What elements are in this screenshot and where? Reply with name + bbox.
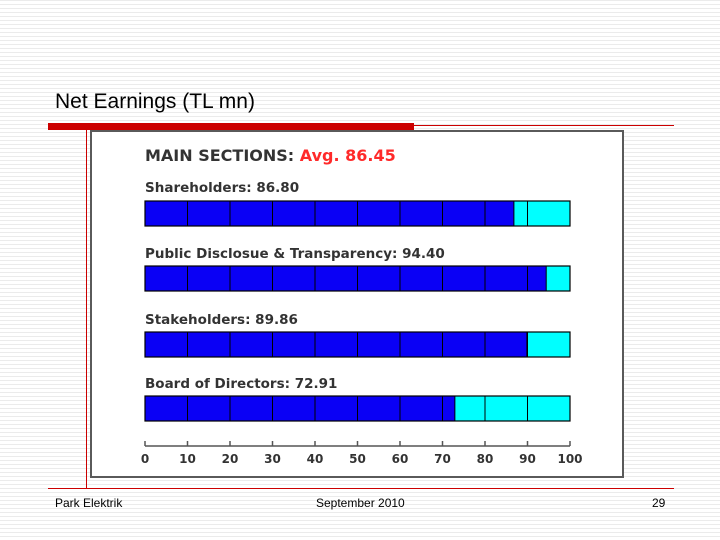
x-tick-label: 0 [141,452,149,466]
bar-outline [144,200,571,227]
chart-panel: MAIN SECTIONS: Avg. 86.45 Shareholders: 8… [90,130,624,478]
title-underline-line [414,125,674,126]
bar-label: Stakeholders: 89.86 [145,312,298,328]
bar-outline [144,395,571,422]
bar-label: Public Disclosue & Transparency: 94.40 [145,246,445,262]
title-underline-bar [48,123,414,130]
x-tick-label: 100 [557,452,582,466]
x-tick-label: 20 [222,452,239,466]
x-tick-label: 10 [179,452,196,466]
page-number: 29 [652,496,666,510]
x-tick-label: 90 [519,452,536,466]
x-tick-label: 40 [307,452,324,466]
x-tick-label: 80 [477,452,494,466]
bar-outline [144,265,571,292]
bar-label: Shareholders: 86.80 [145,180,299,196]
bar-label: Board of Directors: 72.91 [145,376,337,392]
bar-outline [144,331,571,358]
bar-value [145,396,455,421]
chart-title-label: MAIN SECTIONS: [145,146,300,165]
bar-value [145,332,527,357]
chart-title-average: Avg. 86.45 [300,146,396,165]
footer-date: September 2010 [316,496,405,510]
x-tick-label: 50 [349,452,366,466]
left-accent-line [86,126,87,488]
chart-title: MAIN SECTIONS: Avg. 86.45 [145,146,396,165]
footer-rule [48,488,674,489]
bar-value [145,266,547,291]
bar-value [145,201,514,226]
x-tick-label: 70 [434,452,451,466]
slide-title: Net Earnings (TL mn) [55,90,255,113]
x-tick-label: 60 [392,452,409,466]
x-tick-label: 30 [264,452,281,466]
footer-company: Park Elektrik [55,496,123,510]
